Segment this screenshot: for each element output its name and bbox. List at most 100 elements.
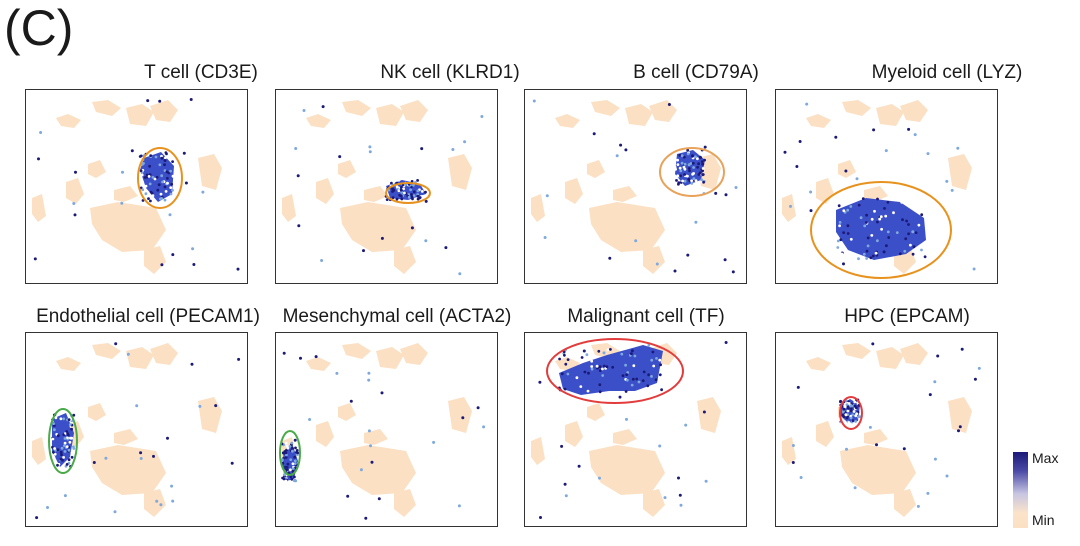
- cell-point: [876, 220, 879, 224]
- cell-point: [620, 352, 624, 356]
- cell-point: [380, 391, 384, 395]
- cell-point: [141, 163, 144, 166]
- cell-point: [295, 451, 298, 454]
- cell-point: [847, 421, 851, 424]
- cluster-top_left: [555, 114, 580, 128]
- cell-point: [458, 272, 462, 276]
- cell-point: [958, 425, 962, 429]
- cluster-top_left: [306, 114, 331, 128]
- cell-point: [676, 163, 680, 166]
- cluster-mid_bottom: [643, 489, 665, 517]
- cell-point: [680, 161, 684, 165]
- cell-point: [914, 231, 918, 235]
- cell-point: [282, 351, 286, 355]
- cell-point: [619, 143, 623, 147]
- cell-point: [849, 404, 853, 408]
- cell-point: [104, 456, 108, 460]
- cell-point: [917, 223, 921, 227]
- cell-point: [926, 491, 930, 495]
- highlight-ellipse: [385, 182, 431, 204]
- cell-point: [151, 194, 155, 198]
- cluster-top_mid1: [842, 343, 871, 359]
- cell-point: [902, 447, 906, 451]
- cell-point: [580, 356, 584, 359]
- cell-point: [169, 186, 173, 189]
- cell-point: [563, 353, 566, 357]
- cell-point: [618, 395, 622, 399]
- cell-point: [410, 195, 414, 199]
- legend-max-label: Max: [1032, 450, 1059, 466]
- cell-point: [397, 189, 401, 193]
- cell-point: [690, 179, 693, 183]
- cell-point: [583, 370, 587, 374]
- cell-point: [865, 221, 868, 224]
- cell-point: [592, 132, 596, 136]
- cell-point: [692, 166, 695, 169]
- cell-point: [679, 169, 683, 173]
- cell-point: [650, 358, 654, 362]
- cell-point: [141, 188, 145, 192]
- cell-point: [400, 194, 403, 198]
- cell-point: [156, 188, 160, 192]
- cell-point: [289, 458, 293, 461]
- cell-point: [74, 170, 77, 174]
- cell-point: [871, 342, 875, 346]
- cell-point: [960, 347, 964, 351]
- cell-point: [809, 209, 813, 213]
- cell-point: [678, 153, 682, 157]
- cell-point: [933, 457, 937, 461]
- cell-point: [320, 259, 324, 262]
- cell-point: [837, 204, 841, 208]
- cell-point: [626, 371, 630, 374]
- cluster-right1: [198, 154, 222, 190]
- cell-point: [852, 410, 856, 413]
- cell-point: [70, 455, 74, 459]
- cell-point: [701, 169, 704, 173]
- cell-point: [868, 425, 872, 429]
- cell-point: [359, 468, 363, 472]
- cell-point: [838, 221, 842, 224]
- cell-point: [632, 364, 636, 368]
- cell-point: [663, 496, 667, 500]
- cell-point: [690, 182, 694, 185]
- cell-point: [838, 224, 841, 228]
- cell-point: [395, 185, 399, 189]
- cell-point: [957, 429, 960, 433]
- cell-point: [192, 263, 196, 266]
- cell-point: [907, 232, 910, 236]
- cluster-mid_arm: [864, 429, 888, 445]
- cell-point: [839, 238, 843, 242]
- cell-point: [566, 372, 570, 376]
- cell-point: [652, 364, 656, 368]
- cell-point: [164, 156, 167, 160]
- cell-point: [291, 449, 294, 453]
- expressing-cluster: [559, 345, 663, 395]
- cell-point: [53, 447, 56, 450]
- cluster-mid_bottom: [144, 246, 166, 274]
- cluster-left_mid: [316, 178, 334, 204]
- cluster-top_mid1: [92, 100, 121, 116]
- cell-point: [52, 422, 55, 425]
- cell-point: [160, 263, 164, 267]
- cell-point: [39, 131, 43, 134]
- umap-panel-endothelial-cell: [25, 332, 248, 527]
- cluster-top_left: [56, 114, 81, 128]
- cell-point: [414, 197, 417, 201]
- cluster-left_small: [338, 160, 356, 178]
- cell-point: [410, 193, 413, 196]
- cell-point: [675, 179, 678, 182]
- facet-title-malignant-cell: Malignant cell (TF): [567, 306, 725, 327]
- cell-point: [842, 262, 845, 266]
- cell-point: [590, 367, 594, 371]
- cell-point: [853, 404, 857, 408]
- cluster-top_mid2: [876, 104, 904, 126]
- cell-point: [687, 163, 691, 167]
- legend-min-label: Min: [1032, 512, 1055, 528]
- cell-point: [286, 462, 290, 466]
- cell-point: [416, 189, 420, 193]
- cluster-left_low: [782, 437, 796, 465]
- cell-point: [734, 186, 738, 189]
- cell-point: [418, 196, 422, 199]
- facet-title-myeloid-cell: Myeloid cell (LYZ): [871, 62, 1023, 83]
- expression-color-legend: Max Min: [1013, 450, 1073, 532]
